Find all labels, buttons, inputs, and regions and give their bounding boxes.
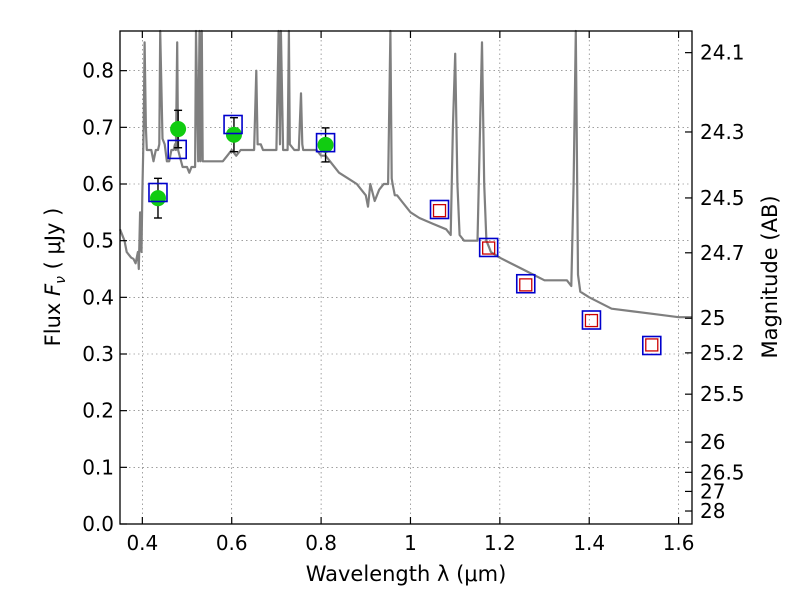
mag-tick-label: 24.3: [700, 120, 745, 144]
x-tick-label: 0.6: [216, 531, 248, 555]
observed-filled-point: [149, 190, 166, 207]
points-layer: [148, 109, 662, 356]
mag-tick-label: 25: [700, 306, 725, 330]
x-tick-label: 1.6: [663, 531, 695, 555]
x-tick-label: 1.4: [573, 531, 605, 555]
observed-filled-point: [225, 126, 242, 143]
y2-axis-title: Magnitude (AB): [758, 195, 782, 358]
model-photometry-square: [167, 139, 187, 160]
series-layer: [118, 29, 692, 319]
y-tick-label: 0.4: [82, 285, 114, 309]
y-axis-title-suffix: ( μJy ): [41, 208, 65, 276]
x-tick-label: 1: [404, 531, 417, 555]
mag-tick-label: 24.1: [700, 41, 745, 65]
observed-filled-point: [170, 121, 187, 138]
y-tick-label: 0.8: [82, 59, 114, 83]
tick-layer: 0.4 0.6 0.8 1 1.2 1.4 1.6 0.0 0.1 0.2 0.3 0.4 0.5 0.6…: [82, 31, 745, 555]
model-photometry-square: [515, 273, 536, 294]
mag-tick-label: 24.5: [700, 186, 745, 210]
model-photometry-square: [581, 310, 602, 330]
observed-open-square: [519, 278, 533, 292]
x-tick-label: 1.2: [484, 531, 516, 555]
grid-layer: [120, 31, 692, 525]
x-tick-label: 0.8: [305, 531, 337, 555]
y-axis-title: Flux Fν ( μJy ): [41, 208, 69, 347]
model-photometry-square: [148, 182, 168, 203]
mag-tick-label: 26.5: [700, 460, 745, 484]
plot-frame: [119, 30, 693, 525]
y-tick-label: 0.0: [82, 512, 114, 536]
y-tick-label: 0.6: [82, 172, 114, 196]
mag-tick-label: 25.5: [700, 382, 745, 406]
model-photometry-square: [641, 335, 662, 356]
observed-open-square: [584, 313, 599, 328]
observed-open-square: [432, 203, 447, 218]
y-tick-label: 0.7: [82, 115, 114, 139]
mag-tick-label: 27: [700, 479, 725, 503]
model-photometry-square: [315, 132, 336, 153]
model-spectrum-line: [118, 29, 692, 319]
model-photometry-square: [429, 199, 450, 220]
y-tick-label: 0.2: [82, 399, 114, 423]
model-photometry-square: [223, 114, 243, 135]
y-tick-label: 0.1: [82, 455, 114, 479]
mag-tick-label: 25.2: [700, 341, 745, 365]
y-tick-label: 0.3: [82, 342, 114, 366]
y-tick-label: 0.5: [82, 229, 114, 253]
observed-open-square: [645, 338, 659, 352]
x-axis-title: Wavelength λ (μm): [306, 562, 507, 586]
x-tick-label: 0.4: [126, 531, 158, 555]
mag-tick-label: 28: [700, 499, 725, 523]
y-axis-title-sub: ν: [53, 276, 69, 284]
mag-tick-label: 24.7: [700, 241, 745, 265]
model-photometry-square: [478, 237, 499, 258]
observed-open-square: [482, 241, 496, 255]
y-axis-title-prefix: Flux: [41, 296, 65, 346]
mag-tick-label: 26: [700, 430, 725, 454]
observed-filled-point: [317, 136, 334, 153]
y-axis-title-var: F: [41, 283, 65, 296]
